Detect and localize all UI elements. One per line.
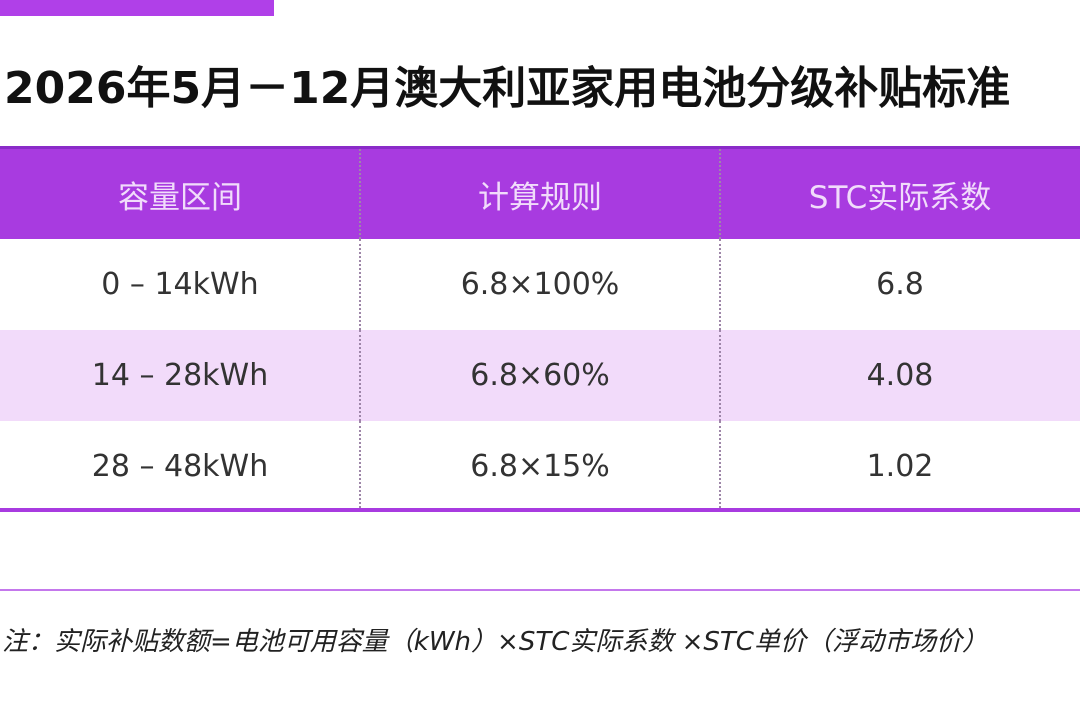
capacity-cell: 0 – 14kWh — [101, 267, 259, 302]
column-header-rule: 计算规则 — [478, 179, 602, 216]
column-divider — [719, 330, 721, 421]
stc-factor-cell: 4.08 — [866, 358, 934, 393]
rule-cell: 6.8×15% — [470, 449, 610, 484]
capacity-cell: 14 – 28kWh — [91, 358, 269, 393]
table-bottom-border — [0, 508, 1080, 512]
table-row: 28 – 48kWh 6.8×15% 1.02 — [0, 421, 1080, 512]
column-header-capacity: 容量区间 — [118, 179, 242, 216]
rule-cell: 6.8×60% — [470, 358, 610, 393]
column-divider — [719, 149, 721, 239]
top-accent-bar — [0, 0, 274, 16]
page-title: 2026年5月－12月澳大利亚家用电池分级补贴标准 — [4, 63, 1011, 114]
rule-cell: 6.8×100% — [460, 267, 620, 302]
section-divider — [0, 589, 1080, 591]
column-divider — [719, 239, 721, 330]
subsidy-table: 容量区间 计算规则 STC实际系数 0 – 14kWh 6.8×100% 6.8… — [0, 146, 1080, 512]
capacity-cell: 28 – 48kWh — [91, 449, 269, 484]
footnote: 注：实际补贴数额=电池可用容量（kWh）×STC实际系数 ×STC单价（浮动市场… — [2, 627, 988, 657]
column-divider — [359, 330, 361, 421]
column-divider — [719, 421, 721, 512]
column-divider — [359, 149, 361, 239]
column-divider — [359, 239, 361, 330]
table-row: 0 – 14kWh 6.8×100% 6.8 — [0, 239, 1080, 330]
column-divider — [359, 421, 361, 512]
stc-factor-cell: 1.02 — [866, 449, 934, 484]
table-header-row: 容量区间 计算规则 STC实际系数 — [0, 146, 1080, 239]
column-header-stc-factor: STC实际系数 — [808, 179, 992, 216]
table-row: 14 – 28kWh 6.8×60% 4.08 — [0, 330, 1080, 421]
stc-factor-cell: 6.8 — [876, 267, 924, 302]
